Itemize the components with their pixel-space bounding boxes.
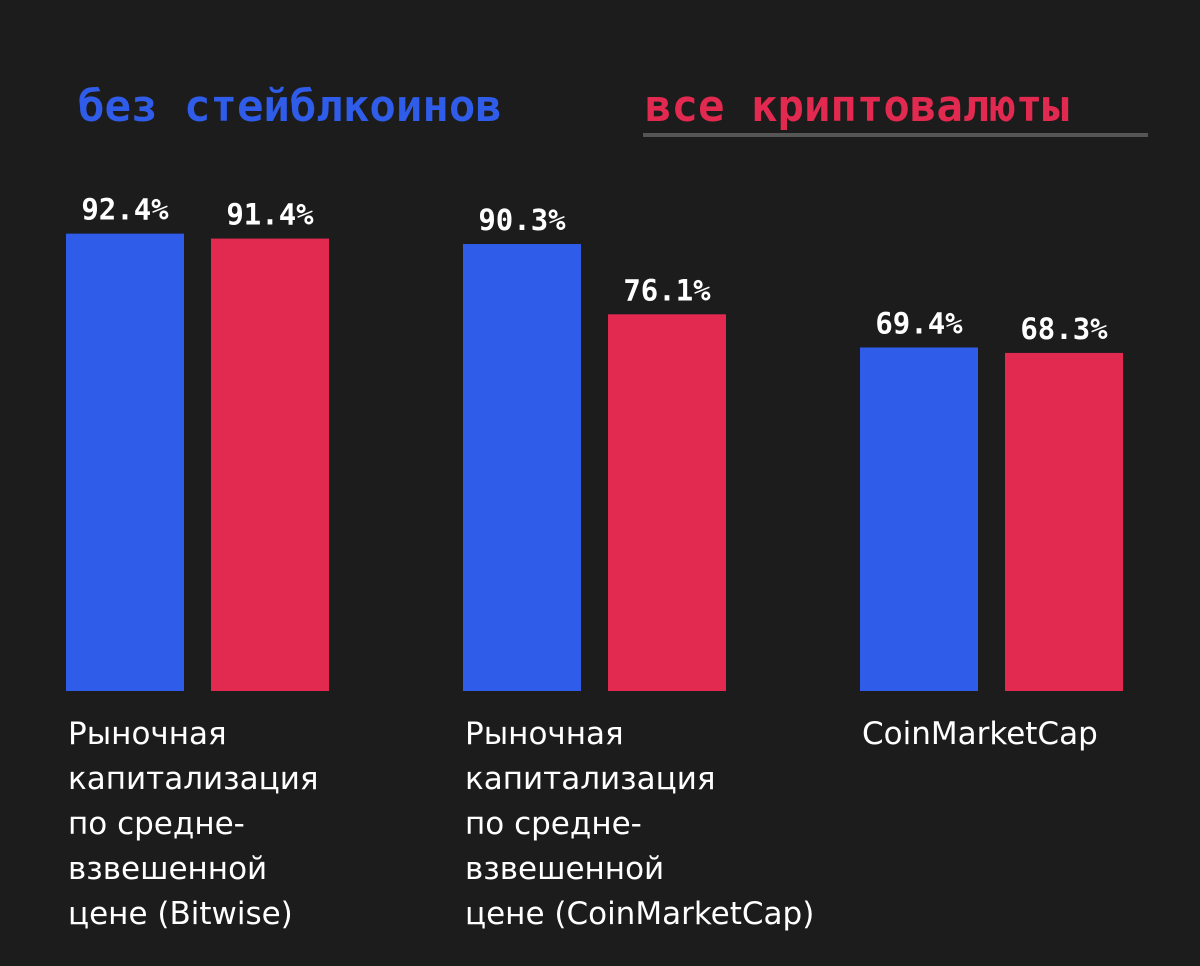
legend-series-0[interactable]: без стейблкоинов: [78, 81, 502, 132]
category-label-cat1-line0: Рыночная: [465, 716, 624, 752]
category-label-cat2-line0: CoinMarketCap: [862, 716, 1098, 752]
chart-legend: без стейблкоинов все криптовалюты: [78, 81, 1148, 137]
chart-value-labels: 92.4% 91.4% 90.3% 76.1% 69.4% 68.3%: [81, 193, 1108, 346]
bar-series0-cat0[interactable]: [66, 233, 184, 691]
category-label-cat0-line3: взвешенной: [68, 851, 267, 887]
value-label-series1-cat1: 76.1%: [623, 273, 711, 307]
bar-series1-cat2[interactable]: [1005, 352, 1123, 691]
category-label-cat1-line3: взвешенной: [465, 851, 664, 887]
bar-series1-cat0[interactable]: [211, 238, 329, 691]
bar-series1-cat1[interactable]: [608, 314, 726, 691]
category-label-cat0-line0: Рыночная: [68, 716, 227, 752]
value-label-series0-cat2: 69.4%: [875, 306, 963, 340]
category-label-cat1-line2: по средне-: [465, 806, 642, 842]
category-label-cat0-line4: цене (Bitwise): [68, 896, 293, 932]
category-label-cat0-line1: капитализация: [68, 761, 319, 797]
value-label-series1-cat0: 91.4%: [226, 198, 314, 232]
value-label-series1-cat2: 68.3%: [1020, 312, 1108, 346]
value-label-series0-cat1: 90.3%: [478, 203, 566, 237]
category-label-cat0-line2: по средне-: [68, 806, 245, 842]
bar-series0-cat1[interactable]: [463, 244, 581, 691]
chart-bars: [66, 233, 1123, 691]
value-label-series0-cat0: 92.4%: [81, 193, 169, 227]
chart-category-labels: Рыночная капитализация по средне-взвешенно…: [68, 716, 1098, 932]
bar-series0-cat2[interactable]: [860, 347, 978, 691]
legend-series-1[interactable]: все криптовалюты: [645, 81, 1069, 132]
legend-active-underline: [643, 133, 1148, 137]
category-label-cat1-line1: капитализация: [465, 761, 716, 797]
category-label-cat1-line4: цене (CoinMarketCap): [465, 896, 814, 932]
